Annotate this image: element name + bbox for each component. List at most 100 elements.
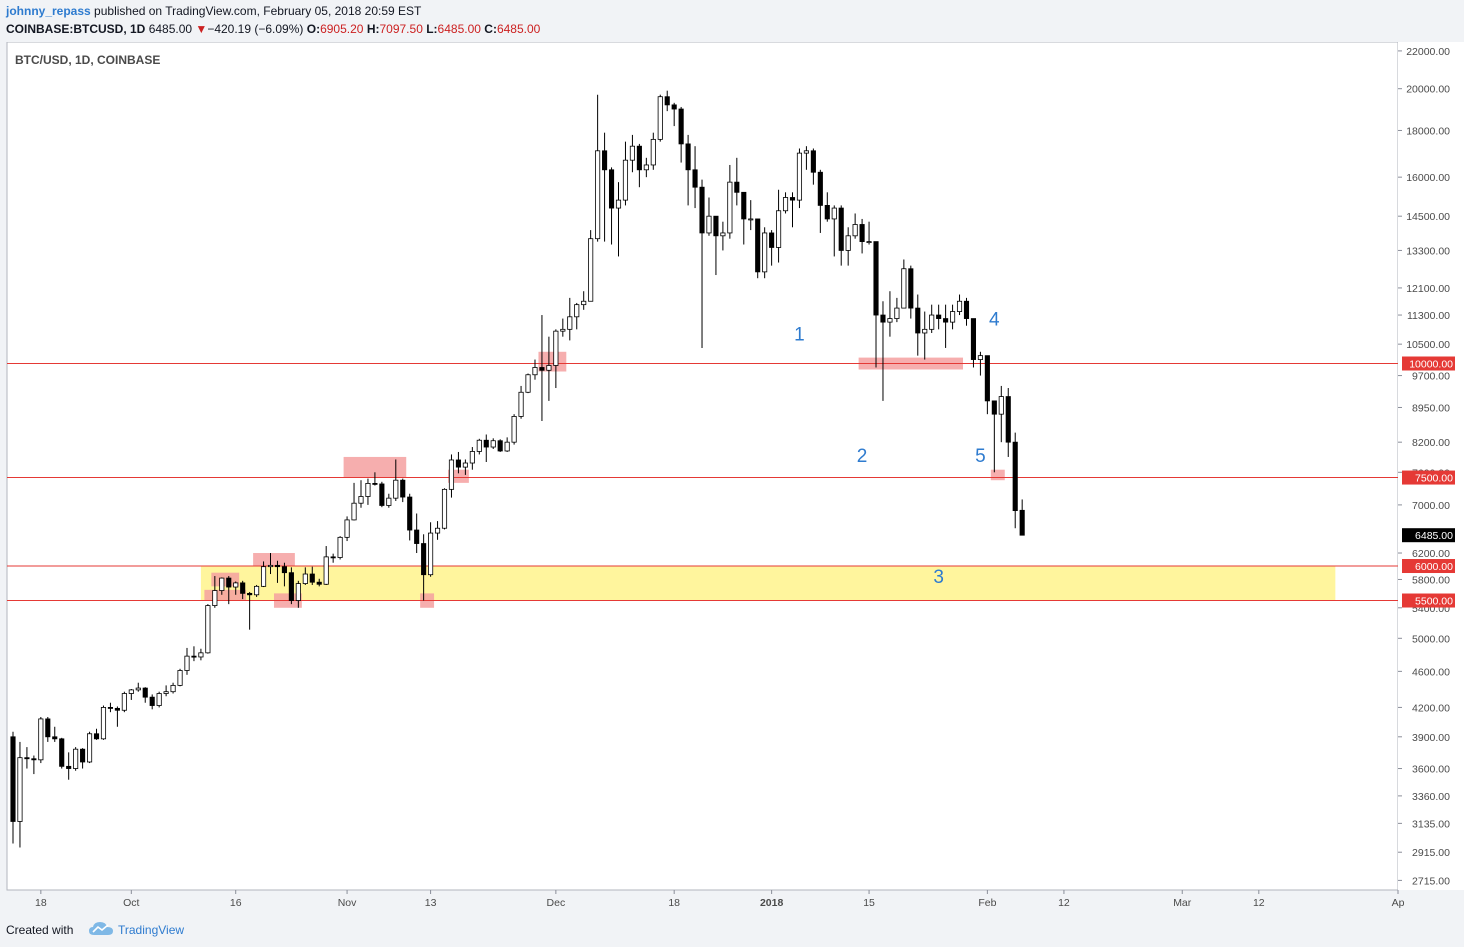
candle-body: [525, 374, 531, 393]
author-link[interactable]: johnny_repass: [6, 4, 91, 18]
published-text: published on TradingView.com, February 0…: [94, 4, 422, 18]
candle-body: [546, 365, 552, 371]
candle-body: [247, 592, 253, 596]
candle-body: [922, 328, 928, 334]
candle-body: [643, 164, 649, 171]
close-value: 6485.00: [496, 22, 541, 36]
annotation-label: 4: [989, 310, 1000, 331]
candle-body: [734, 181, 740, 193]
candle-body: [31, 758, 37, 761]
candle-body: [956, 300, 963, 312]
candle-body: [205, 605, 211, 654]
marker-box: [211, 572, 240, 587]
x-tick-label: 15: [863, 897, 875, 909]
annotation-label: 2: [857, 446, 868, 467]
candle-body: [59, 738, 65, 767]
y-tick-label: 22000.00: [1406, 46, 1450, 58]
candle-body: [288, 572, 294, 601]
candle-body: [330, 556, 336, 559]
chart-footer: Created with TradingView: [0, 914, 1464, 947]
candle-body: [915, 307, 921, 334]
x-tick-label: 12: [1253, 897, 1265, 909]
x-tick-label: Nov: [338, 897, 357, 909]
x-tick-label: 2018: [760, 897, 784, 909]
close-label: C:: [484, 22, 497, 36]
candle-body: [407, 496, 413, 531]
candle-body: [664, 96, 670, 106]
candle-body: [163, 691, 169, 694]
candle-body: [254, 585, 260, 596]
chart-title: BTC/USD, 1D, COINBASE: [15, 53, 160, 67]
tradingview-brand[interactable]: TradingView: [118, 923, 185, 937]
y-tick-label: 5000.00: [1412, 633, 1450, 645]
candle-body: [678, 108, 684, 145]
candle-body: [87, 733, 93, 763]
candle-body: [156, 693, 162, 706]
y-tick-label: 14500.00: [1406, 211, 1450, 223]
candle-body: [671, 104, 677, 110]
candle-body: [567, 316, 573, 330]
x-tick-label: Oct: [123, 897, 139, 909]
candle-body: [226, 577, 232, 588]
candle-body: [831, 207, 837, 220]
y-tick-label: 2715.00: [1412, 875, 1450, 887]
y-tick-label: 12100.00: [1406, 283, 1450, 295]
candle-body: [295, 583, 301, 601]
candle-body: [462, 462, 468, 468]
y-tick-label: 9700.00: [1412, 371, 1450, 383]
open-value: 6905.20: [320, 22, 364, 36]
annotation-label: 3: [933, 567, 944, 588]
candle-body: [379, 483, 385, 506]
level-price-tag: [1402, 356, 1455, 371]
candle-body: [469, 451, 475, 464]
candle-body: [45, 718, 51, 738]
candle-body: [782, 197, 789, 212]
candle-body: [66, 765, 72, 769]
low-label: L:: [426, 22, 438, 36]
chart-header: johnny_repass published on TradingView.c…: [0, 0, 1464, 42]
candle-body: [358, 496, 364, 504]
candle-body: [615, 199, 622, 209]
candle-body: [943, 318, 949, 323]
candle-body: [52, 736, 58, 740]
candle-body: [629, 145, 635, 161]
candle-body: [950, 311, 956, 323]
candle-body: [622, 159, 629, 201]
candle-body: [602, 150, 608, 171]
candle-body: [720, 232, 726, 237]
candle-body: [302, 573, 308, 584]
candle-body: [1005, 396, 1011, 443]
candle-body: [400, 479, 406, 498]
candle-body: [316, 581, 322, 585]
marker-box: [538, 351, 567, 372]
x-tick-label: Feb: [978, 897, 996, 909]
y-tick-label: 3600.00: [1412, 764, 1450, 776]
candle-body: [908, 268, 914, 309]
high-label: H:: [366, 22, 380, 36]
x-tick-label: 16: [230, 897, 242, 909]
x-tick-label: Dec: [547, 897, 566, 909]
publish-info: johnny_repass published on TradingView.c…: [6, 4, 421, 18]
level-price-label: 5500.00: [1415, 596, 1453, 608]
y-tick-label: 10500.00: [1406, 339, 1450, 351]
candle-body: [608, 169, 615, 209]
y-tick-label: 20000.00: [1406, 84, 1450, 96]
candle-body: [504, 441, 510, 452]
candle-body: [107, 707, 113, 709]
candle-body: [476, 439, 482, 452]
candle-body: [351, 502, 357, 521]
candle-body: [650, 138, 656, 166]
candle-body: [776, 210, 782, 248]
candle-body: [998, 396, 1004, 415]
candle-body: [281, 566, 287, 574]
symbol-label: COINBASE:BTCUSD, 1D: [6, 22, 146, 36]
candle-body: [448, 459, 455, 490]
candle-body: [880, 314, 886, 323]
price-chart[interactable]: BTC/USD, 1D, COINBASE123452715.002915.00…: [0, 42, 1464, 914]
x-tick-label: 13: [425, 897, 437, 909]
candle-body: [142, 687, 148, 698]
candle-body: [636, 145, 642, 171]
price-scale-panel: [1398, 42, 1464, 890]
candle-body: [497, 440, 503, 452]
change-value: −420.19 (−6.09%): [207, 22, 304, 36]
